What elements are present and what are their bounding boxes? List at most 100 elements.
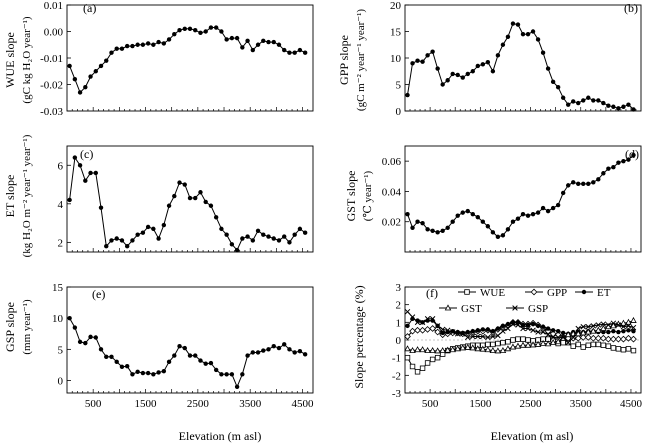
panel-f-gsp-point — [485, 334, 491, 341]
panel-f-gsp-point — [575, 325, 581, 332]
panel-a-series-point — [208, 25, 214, 30]
panel-f-wue-point — [615, 346, 622, 352]
panel-c-series-point — [282, 234, 287, 239]
panel-f-wue-point — [600, 342, 607, 348]
panel-f-gsp-point — [454, 331, 461, 337]
panel-f-wue-point — [419, 365, 426, 371]
panel-b-series-point — [515, 22, 521, 27]
panel-e-series-point — [83, 340, 88, 346]
panel-e-series-point — [266, 347, 271, 352]
panel-a-series-point — [114, 46, 119, 51]
panel-f-gpp-point — [574, 334, 582, 342]
panel-d-series-point — [495, 234, 501, 240]
panel-e-series-point — [135, 369, 140, 374]
panel-d-series-point — [420, 221, 425, 226]
panel-e-series-point — [219, 372, 224, 377]
panel-b-series-point — [586, 95, 591, 100]
panel-e-series-point — [156, 370, 161, 375]
panel-e-series-point — [302, 352, 308, 357]
panel-a-series-point — [219, 29, 224, 34]
panel-f-gsp-point — [424, 316, 431, 322]
panel-d-series-point — [525, 213, 531, 218]
panel-f-wue-point — [485, 341, 491, 348]
panel-b-series-point — [525, 31, 531, 37]
panel-b-series-point — [621, 104, 626, 109]
panel-f-y-tick-label: -2 — [392, 370, 401, 382]
panel-b-plot: 0 5 10 15 20 — [390, 0, 642, 118]
legend-gsp-swatch-marker — [512, 305, 518, 311]
panel-f-gpp-point — [599, 334, 607, 342]
panel-b-series-point — [571, 99, 576, 104]
panel-f-gsp-point — [449, 329, 456, 335]
panel-b-series-point — [445, 78, 450, 83]
panel-c-ylabel-units: (kg H₂O m⁻² year⁻¹ year⁻¹) — [21, 134, 33, 257]
panel-a-series-point — [245, 38, 250, 43]
panel-f-wue-point — [575, 341, 581, 348]
panel-b-series-point — [550, 79, 556, 85]
panel-e-series-point — [208, 360, 214, 366]
panel-f-et-point — [530, 321, 536, 327]
panel-e-series-point — [203, 361, 208, 366]
panel-f-et-point — [470, 328, 475, 334]
panel-c-series-point — [250, 238, 256, 243]
panel-c-series-point — [224, 232, 229, 237]
panel-f-gsp-point — [550, 334, 556, 341]
panel-f-et-point — [480, 327, 486, 332]
panel-c-series-point — [77, 163, 83, 168]
panel-e-series-point — [255, 350, 261, 355]
panel-f-gsp-point — [409, 314, 416, 320]
panel-e-series-point — [104, 354, 109, 360]
panel-b-series-point — [415, 58, 420, 63]
panel-f-gst-point — [524, 341, 532, 348]
panel-f-gsp-point — [475, 333, 481, 340]
panel-f-wue-point — [505, 339, 511, 345]
panel-f-wue-point — [495, 340, 501, 347]
panel-f-y-tick-label: -3 — [392, 388, 402, 400]
panel-f-gst-point — [585, 328, 592, 335]
panel-d-series-point — [535, 210, 541, 215]
panel-b-series-point — [611, 104, 616, 109]
panel-f-wue-point — [510, 337, 516, 343]
panel-d-series-point — [586, 181, 591, 187]
panel-f-gst-point — [439, 346, 446, 354]
panel-a-series-point — [198, 30, 203, 36]
legend-wue-swatch-marker — [464, 289, 470, 295]
panel-c-series-point — [145, 224, 151, 230]
panel-f-wue-point — [595, 341, 602, 348]
panel-f-et-point — [520, 322, 526, 328]
panel-d: 0.02 0.04 0.06 (d) GST slope (℃ year⁻¹) — [344, 145, 642, 253]
panel-e-series-point — [93, 335, 98, 340]
panel-e-y-tick-label: 10 — [52, 313, 64, 325]
panel-e-ylabel-units: (mm year⁻¹) — [21, 299, 33, 355]
panel-b-series-point — [485, 60, 491, 65]
panel-f-gsp-point — [590, 323, 597, 329]
panel-f-gst-point — [484, 346, 492, 353]
panel-f-gst-point — [464, 343, 472, 350]
panel-e-series-point — [187, 353, 193, 358]
panel-a-series-point — [302, 50, 308, 55]
panel-a-letter: (a) — [83, 1, 96, 15]
panel-a-series-point — [193, 27, 198, 33]
panel-c-series-point — [193, 195, 198, 201]
panel-f-wue-point — [429, 356, 436, 363]
panel-f-gpp-point — [625, 334, 632, 342]
panel-e-series-point — [145, 370, 151, 376]
panel-a-series-point — [203, 29, 208, 34]
panel-b-series-point — [565, 102, 571, 107]
panel-f-gsp-point — [570, 334, 576, 341]
panel-f-gsp-point — [540, 329, 546, 335]
panel-e-series-point — [88, 334, 93, 340]
panel-f-gpp-point — [549, 330, 557, 338]
panel-f-x-tick-label: 4500 — [620, 398, 643, 410]
panel-d-series-point — [455, 213, 460, 218]
panel-f-gsp-point — [505, 325, 511, 332]
panel-f-wue-point — [490, 341, 496, 348]
panel-f-gsp-point — [620, 323, 627, 330]
panel-b-series-line — [407, 23, 634, 110]
panel-a-plot: -0.03 -0.02 -0.01 0.00 0.01 — [40, 0, 314, 118]
panel-f-et-point — [540, 324, 546, 329]
panel-c-series-point — [140, 230, 146, 235]
panel-b-ylabel-units: (gC m⁻² year⁻¹ year⁻¹) — [355, 9, 367, 111]
panel-c-letter: (c) — [80, 147, 93, 161]
